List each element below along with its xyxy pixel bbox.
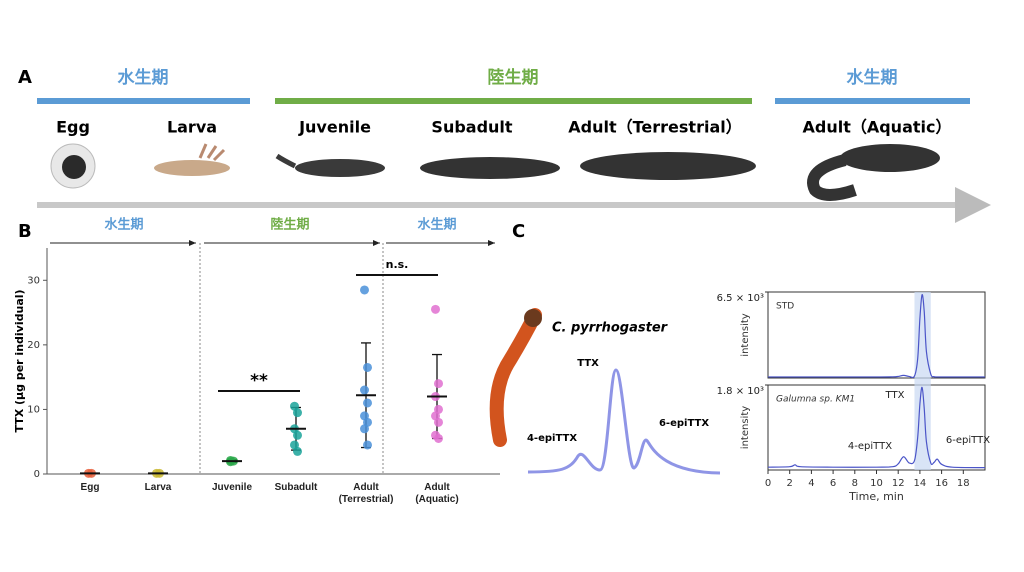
- phase-label: 陸生期: [270, 217, 309, 233]
- x-tick-label: Egg: [80, 482, 100, 493]
- sample-label: STD: [776, 302, 794, 312]
- data-point: [363, 398, 372, 408]
- panel-label: B: [18, 221, 32, 242]
- data-point: [293, 408, 302, 418]
- y-axis-label: TTX (μg per individual): [13, 289, 26, 432]
- x-tick-label: 12: [892, 478, 905, 489]
- panel-label: C: [512, 221, 525, 242]
- stage-label: Adult（Aquatic）: [802, 118, 951, 137]
- x-axis-label: Time, min: [848, 490, 904, 503]
- significance-label: n.s.: [386, 258, 409, 271]
- peak-label: TTX: [885, 390, 905, 401]
- x-tick-label: 6: [830, 478, 836, 489]
- panel-label: A: [18, 67, 32, 88]
- x-tick-label: 14: [914, 478, 927, 489]
- peak-label: 4-epiTTX: [848, 441, 892, 452]
- stage-label: Egg: [56, 118, 90, 137]
- phase-label: 水生期: [118, 67, 169, 88]
- data-point: [363, 440, 372, 450]
- y-tick-label: 0: [34, 469, 40, 480]
- plot-frame: [767, 291, 986, 379]
- sample-label: Galumna sp. KM1: [776, 395, 855, 405]
- y-tick-label: 30: [27, 275, 40, 286]
- data-point: [360, 385, 369, 395]
- x-tick-label: 10: [870, 478, 883, 489]
- y-axis-label: intensity: [740, 313, 751, 356]
- chromatogram-line: [767, 294, 985, 379]
- egg-icon: [50, 143, 96, 189]
- stage-label: Larva: [167, 118, 217, 137]
- x-tick-label: 18: [957, 478, 970, 489]
- juvenile-icon: [275, 153, 385, 177]
- subadult-icon: [420, 157, 560, 179]
- phase-label: 水生期: [847, 67, 898, 88]
- peak-label: 4-epiTTX: [527, 433, 577, 444]
- peak-label: 6-epiTTX: [946, 435, 990, 446]
- newt-icon: [489, 308, 542, 447]
- peak-label: 6-epiTTX: [659, 418, 709, 429]
- data-point: [363, 362, 372, 372]
- chromatogram-sketch: [527, 368, 721, 475]
- x-tick-label: Larva: [144, 482, 172, 493]
- x-tick-label: Subadult: [274, 482, 318, 493]
- data-point: [431, 304, 440, 314]
- species-label: C. pyrrhogaster: [552, 321, 669, 336]
- x-tick-label: 8: [852, 478, 858, 489]
- y-tick-label: 6.5 × 10³: [717, 293, 764, 304]
- data-point: [434, 417, 443, 427]
- x-tick-label: Juvenile: [211, 482, 253, 493]
- x-tick-label: 4: [808, 478, 814, 489]
- data-point: [360, 424, 369, 434]
- y-tick-label: 10: [27, 404, 40, 415]
- larva-icon: [154, 143, 230, 176]
- stage-label: Juvenile: [298, 118, 371, 137]
- y-tick-label: 1.8 × 10³: [717, 386, 764, 397]
- peak-label: TTX: [577, 358, 599, 369]
- x-tick-label: 16: [935, 478, 948, 489]
- y-tick-label: 20: [27, 340, 40, 351]
- adult-aquatic-icon: [807, 144, 940, 201]
- stage-label: Adult（Terrestrial）: [568, 118, 741, 137]
- data-point: [293, 430, 302, 440]
- y-axis-label: intensity: [740, 406, 751, 449]
- x-tick-label: 0: [765, 478, 771, 489]
- x-tick-label: Adult (Aquatic): [415, 482, 459, 505]
- data-point: [434, 433, 443, 443]
- adult-terrestrial-icon: [580, 152, 756, 180]
- x-tick-label: Adult (Terrestrial): [338, 482, 394, 505]
- stage-label: Subadult: [431, 118, 512, 137]
- data-point: [293, 446, 302, 456]
- phase-label: 水生期: [104, 217, 143, 233]
- x-tick-label: 2: [787, 478, 793, 489]
- significance-label: **: [250, 371, 268, 391]
- chromatogram-line: [767, 386, 986, 469]
- data-point: [434, 379, 443, 389]
- phase-label: 水生期: [417, 217, 456, 233]
- data-point: [360, 285, 369, 295]
- phase-label: 陸生期: [488, 67, 539, 88]
